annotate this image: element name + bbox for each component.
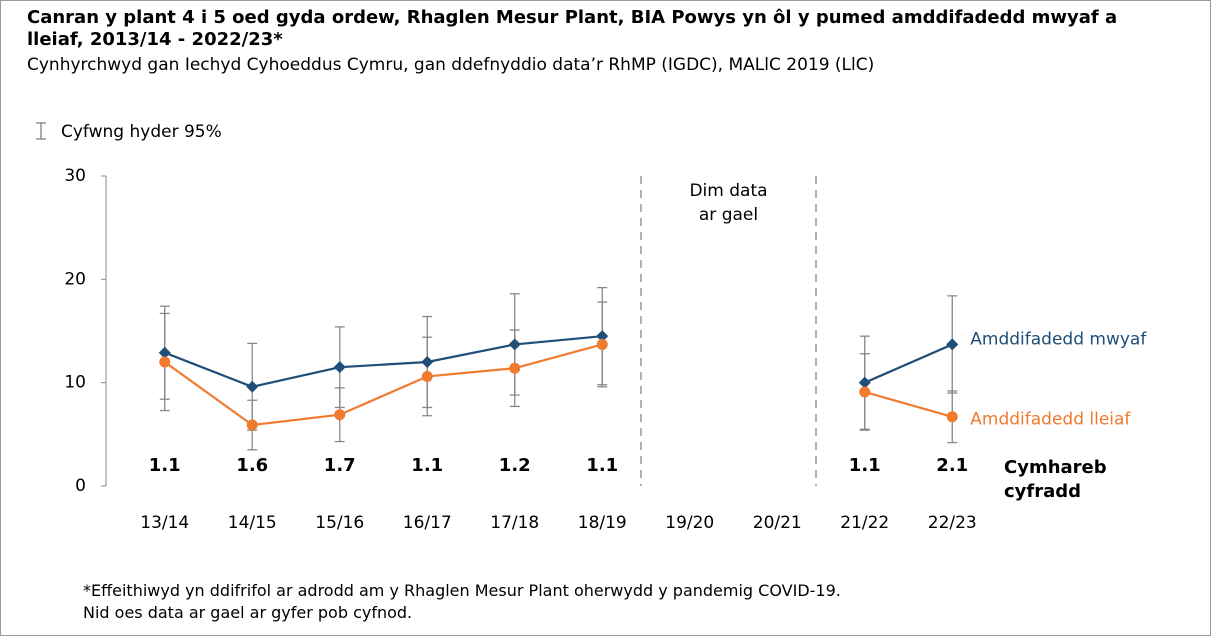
series-label: Amddifadedd lleiaf <box>970 409 1131 429</box>
error-legend-label: Cyfwng hyder 95% <box>61 122 222 142</box>
point <box>246 380 259 393</box>
ratio-title: Cymhareb <box>1004 457 1107 478</box>
point <box>421 356 434 368</box>
series-line <box>164 335 953 388</box>
ratio-label: 1.6 <box>236 455 268 476</box>
x-tick-label: 16/17 <box>403 513 452 533</box>
series-label: Amddifadedd mwyaf <box>970 329 1147 349</box>
x-tick-label: 17/18 <box>490 513 539 533</box>
point <box>946 411 958 423</box>
x-tick-label: 14/15 <box>228 513 277 533</box>
y-tick-label: 0 <box>75 476 86 496</box>
y-tick-label: 20 <box>64 269 86 289</box>
x-tick-label: 21/22 <box>840 513 889 533</box>
point <box>333 361 346 374</box>
ratio-label: 1.1 <box>149 455 181 476</box>
point <box>508 338 521 351</box>
chart-title: Canran y plant 4 i 5 oed gyda ordew, Rha… <box>27 7 1118 50</box>
x-tick-label: 22/23 <box>928 513 977 533</box>
ratio-label: 2.1 <box>936 455 968 476</box>
ratio-title: cyfradd <box>1004 481 1081 502</box>
x-tick-label: 19/20 <box>665 513 714 533</box>
point <box>158 346 171 359</box>
gap-annotation: Dim data <box>689 181 767 201</box>
point <box>421 370 433 382</box>
ratio-label: 1.2 <box>499 455 531 476</box>
gap-annotation: ar gael <box>699 205 758 225</box>
y-tick-label: 10 <box>64 373 86 393</box>
x-tick-label: 13/14 <box>140 513 189 533</box>
footnote: Nid oes data ar gael ar gyfer pob cyfnod… <box>83 603 413 622</box>
ratio-label: 1.1 <box>586 455 618 476</box>
ratio-label: 1.1 <box>411 455 443 476</box>
y-tick-label: 30 <box>64 166 86 186</box>
error-legend-icon <box>36 122 46 140</box>
point <box>859 386 871 398</box>
point <box>334 409 346 421</box>
ratio-label: 1.1 <box>849 455 881 476</box>
x-tick-label: 18/19 <box>578 513 627 533</box>
ratio-label: 1.7 <box>324 455 356 476</box>
point <box>596 338 608 350</box>
point <box>596 330 609 343</box>
x-tick-label: 15/16 <box>315 513 364 533</box>
chart-subtitle: Cynhyrchwyd gan Iechyd Cyhoeddus Cymru, … <box>27 55 875 75</box>
point <box>509 362 521 374</box>
x-tick-label: 20/21 <box>753 513 802 533</box>
footnote: *Effeithiwyd yn ddifrifol ar adrodd am y… <box>83 581 841 600</box>
series-line <box>164 343 953 427</box>
point <box>946 338 959 351</box>
point <box>159 356 171 368</box>
point <box>858 376 871 389</box>
point <box>246 419 258 431</box>
